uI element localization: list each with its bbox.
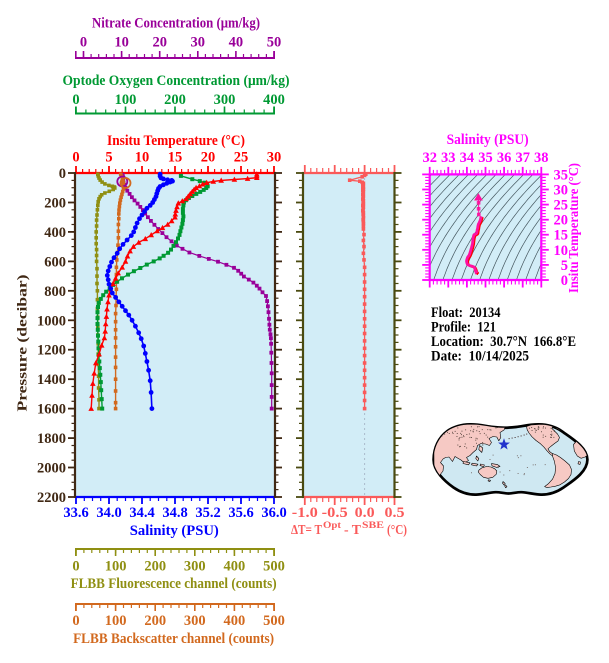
svg-text:200: 200 [144, 613, 166, 629]
svg-text:34.0: 34.0 [96, 505, 121, 521]
svg-text:400: 400 [224, 613, 246, 629]
svg-text:1800: 1800 [37, 431, 66, 447]
svg-text:Float: 20134: Float: 20134 [431, 305, 501, 321]
svg-text:100: 100 [105, 559, 127, 575]
svg-text:Date: 10/14/2025: Date: 10/14/2025 [431, 349, 529, 365]
svg-text:34.8: 34.8 [162, 505, 187, 521]
svg-text:ΔT= T: ΔT= T [291, 523, 323, 538]
svg-text:34.4: 34.4 [129, 505, 154, 521]
svg-text:300: 300 [184, 559, 206, 575]
svg-text:30: 30 [554, 183, 569, 199]
svg-text:40: 40 [229, 35, 244, 51]
svg-text:400: 400 [263, 92, 285, 108]
svg-text:1000: 1000 [37, 313, 66, 329]
svg-text:15: 15 [168, 150, 183, 166]
svg-text:1400: 1400 [37, 372, 66, 388]
svg-text:100: 100 [105, 613, 127, 629]
svg-text:30: 30 [191, 35, 206, 51]
svg-text:10: 10 [554, 243, 569, 259]
svg-text:0.0: 0.0 [355, 505, 375, 521]
svg-text:1600: 1600 [37, 402, 66, 418]
svg-text:20: 20 [201, 150, 216, 166]
svg-text:35.2: 35.2 [195, 505, 220, 521]
svg-text:Insitu Temperature (°C): Insitu Temperature (°C) [566, 163, 581, 293]
svg-text:Salinity (PSU): Salinity (PSU) [130, 523, 219, 539]
svg-text:Pressure (decibar): Pressure (decibar) [15, 275, 30, 412]
svg-text:0: 0 [72, 92, 79, 108]
svg-text:5: 5 [561, 258, 568, 274]
svg-text:400: 400 [44, 225, 66, 241]
svg-text:200: 200 [164, 92, 186, 108]
svg-text:1200: 1200 [37, 343, 66, 359]
svg-text:SBE: SBE [362, 521, 384, 531]
svg-text:600: 600 [44, 254, 66, 270]
svg-text:FLBB Fluorescence channel (cou: FLBB Fluorescence channel (counts) [71, 576, 277, 592]
svg-text:30: 30 [267, 150, 282, 166]
svg-text:0: 0 [59, 166, 66, 182]
svg-text:2200: 2200 [37, 490, 66, 506]
svg-text:FLBB Backscatter channel (coun: FLBB Backscatter channel (counts) [73, 631, 274, 647]
svg-text:36.0: 36.0 [261, 505, 286, 521]
svg-text:33: 33 [441, 150, 456, 166]
svg-text:25: 25 [234, 150, 249, 166]
svg-text:38: 38 [534, 150, 549, 166]
svg-text:Optode Oxygen Concentration (μ: Optode Oxygen Concentration (μm/kg) [63, 73, 290, 89]
svg-text:34: 34 [460, 150, 475, 166]
svg-text:0: 0 [72, 613, 79, 629]
svg-text:5: 5 [105, 150, 112, 166]
svg-text:Location: 30.7°N 166.8°E: Location: 30.7°N 166.8°E [431, 334, 576, 350]
svg-text:50: 50 [267, 35, 282, 51]
svg-text:- T: - T [344, 523, 362, 538]
svg-text:800: 800 [44, 284, 66, 300]
svg-text:20: 20 [152, 35, 167, 51]
svg-text:-1.0: -1.0 [292, 505, 318, 521]
svg-text:35: 35 [478, 150, 493, 166]
svg-text:35.6: 35.6 [228, 505, 253, 521]
svg-text:Opt: Opt [323, 521, 342, 531]
svg-text:33.6: 33.6 [63, 505, 88, 521]
svg-text:25: 25 [554, 198, 569, 214]
svg-text:300: 300 [214, 92, 236, 108]
svg-text:0: 0 [72, 150, 79, 166]
svg-text:500: 500 [263, 559, 285, 575]
svg-text:200: 200 [44, 196, 66, 212]
svg-text:32: 32 [422, 150, 437, 166]
svg-text:10: 10 [135, 150, 150, 166]
svg-text:300: 300 [184, 613, 206, 629]
svg-text:2000: 2000 [37, 461, 66, 477]
svg-text:-0.5: -0.5 [322, 505, 348, 521]
svg-text:0: 0 [72, 559, 79, 575]
svg-text:0.5: 0.5 [385, 505, 405, 521]
svg-text:Salinity (PSU): Salinity (PSU) [447, 132, 529, 148]
svg-text:(°C): (°C) [387, 523, 407, 538]
svg-text:20: 20 [554, 213, 569, 229]
svg-text:10: 10 [114, 35, 129, 51]
svg-text:Profile: 121: Profile: 121 [431, 320, 496, 336]
svg-text:400: 400 [224, 559, 246, 575]
svg-text:200: 200 [144, 559, 166, 575]
svg-text:Insitu Temperature (°C): Insitu Temperature (°C) [107, 133, 245, 149]
svg-text:36: 36 [497, 150, 512, 166]
svg-text:0: 0 [561, 273, 568, 289]
svg-text:500: 500 [263, 613, 285, 629]
svg-text:100: 100 [115, 92, 137, 108]
svg-text:15: 15 [554, 228, 569, 244]
svg-text:35: 35 [554, 167, 569, 183]
svg-text:37: 37 [515, 150, 530, 166]
svg-text:Nitrate Concentration (μm/kg): Nitrate Concentration (μm/kg) [92, 16, 260, 32]
svg-text:0: 0 [80, 35, 87, 51]
